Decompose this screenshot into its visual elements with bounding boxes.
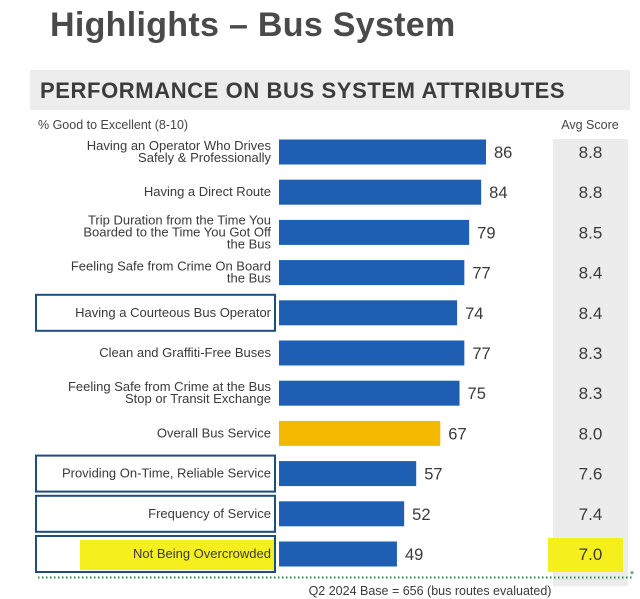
category-label: Having an Operator Who Drives Safely & Pr… [87,138,272,165]
avg-score-panel [553,139,628,587]
category-label: Feeling Safe from Crime On Board the Bus [71,259,272,286]
value-label: 77 [472,345,490,363]
bar [279,340,465,366]
bar [279,179,482,205]
base-note: Q2 2024 Base = 656 (bus routes evaluated… [309,584,552,598]
avg-score: 7.6 [579,465,603,484]
label-box [35,293,276,332]
label-box [35,535,276,573]
value-label: 75 [468,385,486,403]
avg-score: 8.3 [579,384,603,403]
label-box [35,494,276,533]
bar [279,501,405,527]
avg-score-highlight [548,538,623,572]
avg-score: 7.0 [579,545,603,564]
value-label: 67 [448,425,466,443]
avg-score: 8.0 [579,424,603,443]
category-label: Trip Duration from the Time You Boarded t… [83,212,271,251]
category-label: Frequency of Service [148,506,271,521]
value-label: 74 [465,305,483,323]
value-label: 86 [494,144,512,162]
category-label: Providing On-Time, Reliable Service [62,466,271,481]
y-header: % Good to Excellent (8-10) [38,118,188,132]
bar [279,219,470,245]
label-box [35,454,276,493]
bar [279,260,465,286]
value-label: 52 [412,506,430,524]
bar [279,541,397,567]
bar [279,420,441,446]
category-label: Having a Courteous Bus Operator [75,305,271,320]
category-label: Overall Bus Service [157,425,271,440]
value-label: 84 [489,184,507,202]
bar [279,300,458,326]
value-label: 79 [477,224,495,242]
page-title: Highlights – Bus System [50,6,456,44]
avg-score: 7.4 [579,505,603,524]
value-label: 49 [405,546,423,564]
value-label: 77 [472,265,490,283]
bar [279,139,486,165]
avg-score: 8.3 [579,344,603,363]
avg-score-header: Avg Score [561,118,618,132]
value-label: 57 [424,466,442,484]
category-label: Feeling Safe from Crime at the Bus Stop o… [68,379,272,406]
chart-rows: 86 Having an Operator Who Drives Safely & … [35,138,628,587]
avg-score: 8.8 [579,143,603,162]
avg-score: 8.5 [579,223,603,242]
bar [279,380,460,406]
section-title: PERFORMANCE ON BUS SYSTEM ATTRIBUTES [40,78,566,103]
avg-score: 8.8 [579,183,603,202]
category-label: Clean and Graffiti-Free Buses [99,345,271,360]
bar [279,461,417,487]
label-highlight [80,540,274,570]
section-band [30,70,630,110]
avg-score: 8.4 [579,304,603,323]
category-label: Not Being Overcrowded [133,546,271,561]
category-label: Having a Direct Route [144,184,271,199]
baseline-marker: * [630,569,635,581]
avg-score: 8.4 [579,264,603,283]
